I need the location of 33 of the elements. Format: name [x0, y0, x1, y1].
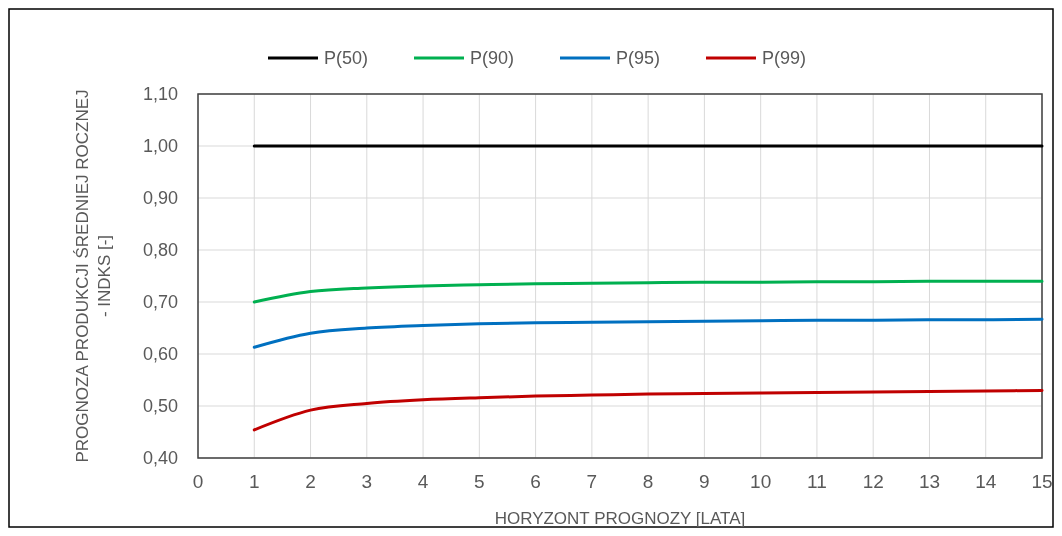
y-tick-label: 1,00	[142, 136, 178, 156]
x-tick-label: 11	[807, 471, 827, 492]
x-tick-label: 2	[305, 471, 316, 492]
x-tick-label: 6	[530, 471, 541, 492]
x-tick-label: 4	[417, 471, 429, 492]
y-tick-label: 1,10	[142, 84, 178, 104]
y-tick-label: 0,80	[142, 240, 178, 260]
x-tick-label: 12	[862, 471, 884, 492]
line-series	[252, 388, 1044, 432]
legend-label: P(95)	[616, 48, 661, 68]
x-tick-label: 10	[750, 471, 772, 492]
y-axis-title: PROGNOZA PRODUKCJI ŚREDNIEJ ROCZNEJ - INDKS [-]	[73, 89, 114, 463]
line-series	[252, 279, 1044, 304]
x-tick-label: 13	[918, 471, 941, 492]
y-tick-label: 0,90	[142, 188, 178, 208]
legend-label: P(50)	[324, 48, 369, 68]
x-tick-label: 14	[975, 471, 997, 492]
y-tick-label: 0,40	[142, 448, 178, 468]
legend-label: P(90)	[470, 48, 515, 68]
line-series	[252, 317, 1044, 349]
x-tick-label: 0	[192, 471, 204, 492]
y-tick-label: 0,70	[142, 292, 178, 312]
x-axis-title: HORYZONT PROGNOZY [LATA]	[494, 509, 746, 528]
x-tick-label: 9	[699, 471, 710, 492]
x-tick-label: 1	[248, 471, 260, 492]
x-tick-label: 15	[1031, 471, 1053, 492]
x-tick-label: 5	[474, 471, 485, 492]
x-tick-label: 8	[642, 471, 654, 492]
y-tick-label: 0,60	[142, 344, 178, 364]
x-tick-label: 7	[586, 471, 598, 492]
legend-label: P(99)	[762, 48, 807, 68]
x-tick-label: 3	[361, 471, 373, 492]
y-tick-label: 0,50	[142, 396, 178, 416]
